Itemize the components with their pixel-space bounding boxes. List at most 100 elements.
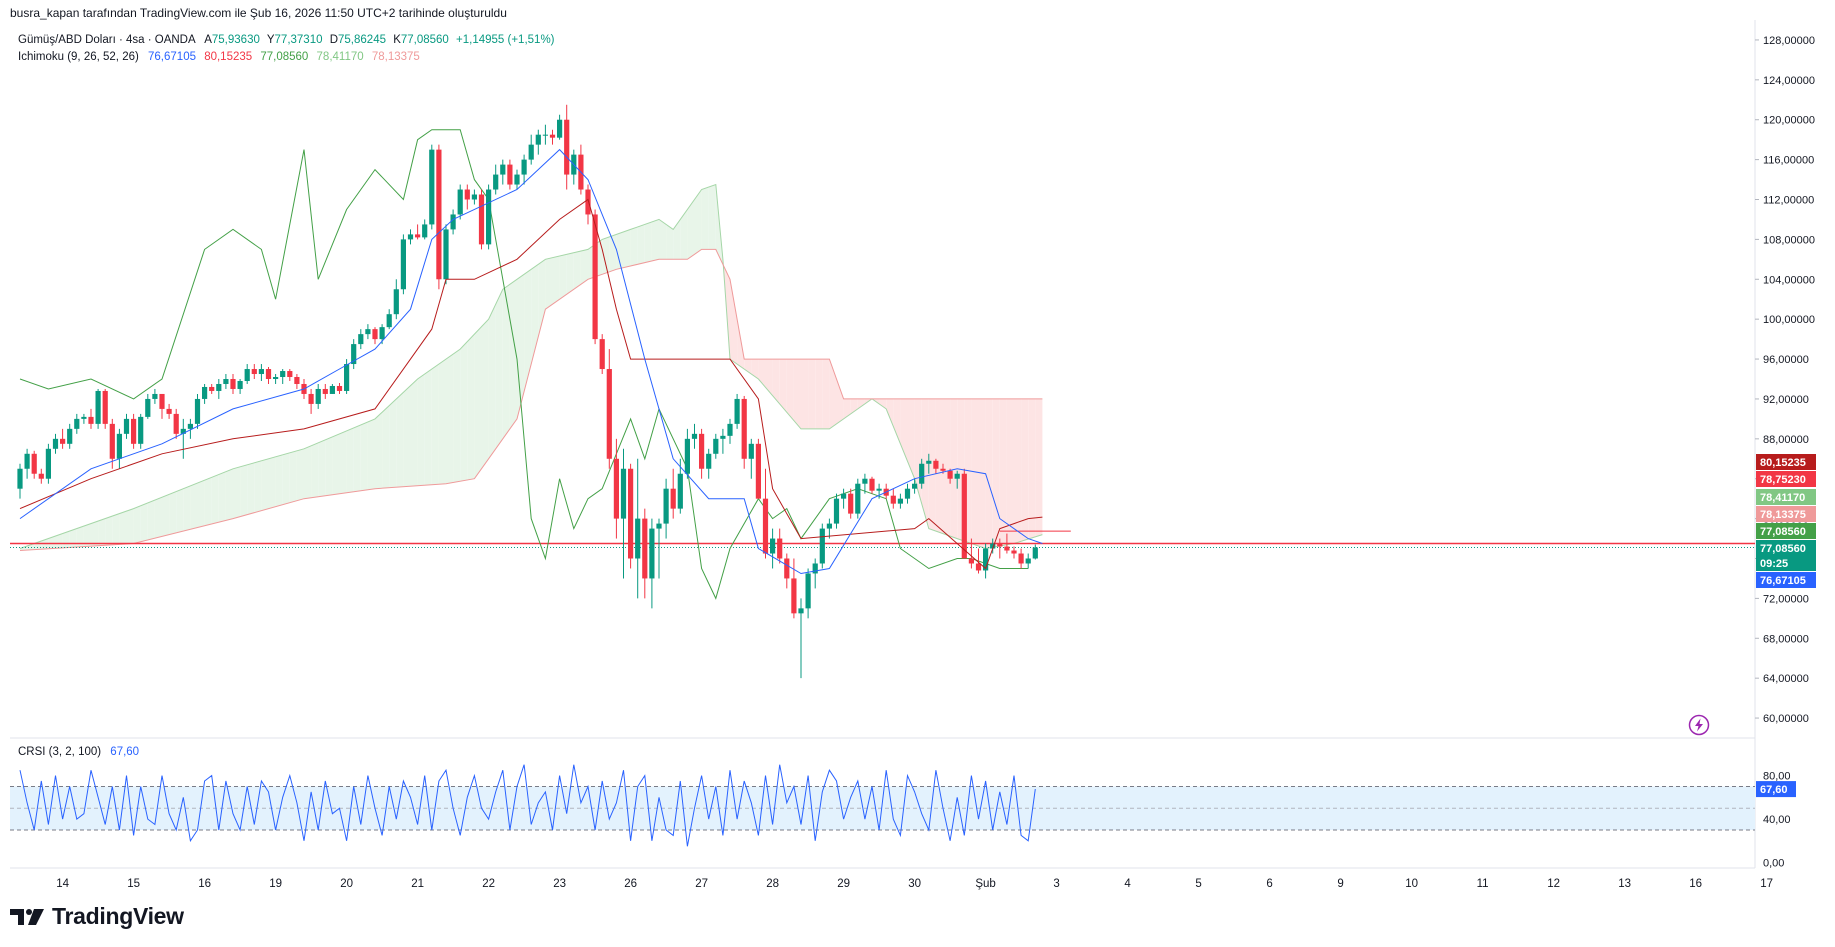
time-tick-label: 6 (1266, 878, 1272, 890)
candle-body (478, 194, 485, 245)
cloud-segment (893, 398, 901, 444)
candle-body (258, 369, 264, 375)
candle-body (443, 229, 449, 280)
ichimoku-legend[interactable]: Ichimoku (9, 26, 52, 26) 76,67105 80,152… (18, 51, 425, 63)
price-tick-label: 116,00000 (1763, 155, 1814, 167)
candle-body (400, 239, 406, 290)
cloud-segment (403, 385, 411, 487)
cloud-segment (900, 398, 908, 462)
candle-body (415, 234, 421, 238)
cloud-segment (431, 364, 439, 485)
symbol-label[interactable]: Gümüş/ABD Doları · 4sa · OANDA (18, 34, 196, 46)
candle-body (131, 418, 137, 444)
candle-body (109, 423, 115, 459)
candle-body (159, 393, 165, 409)
chart-header: busra_kapan tarafından TradingView.com i… (10, 6, 507, 20)
cloud-segment (651, 219, 659, 261)
cloud-segment (907, 398, 915, 479)
candle-body (471, 194, 477, 200)
candle-body (585, 189, 591, 215)
price-tick-label: 88,00000 (1763, 434, 1809, 446)
lightning-icon[interactable] (1688, 714, 1710, 736)
cloud-segment (822, 359, 830, 429)
crsi-line (19, 764, 1036, 847)
ohlc-close: K77,08560 (393, 34, 449, 46)
symbol-legend[interactable]: Gümüş/ABD Doları · 4sa · OANDA A75,93630… (18, 34, 559, 46)
price-tick-label: 64,00000 (1763, 673, 1809, 685)
price-tick-label: 68,00000 (1763, 633, 1809, 645)
cloud-segment (353, 424, 361, 492)
cloud-segment (495, 289, 503, 449)
candle-body (329, 385, 335, 394)
candle-body (677, 473, 683, 509)
cloud-segment (211, 474, 219, 524)
candle-body (642, 518, 648, 579)
candle-body (904, 488, 911, 499)
candle-body (628, 468, 634, 559)
cloud-segment (502, 284, 510, 439)
candle-body (393, 289, 399, 315)
candle-body (649, 528, 655, 579)
cloud-segment (730, 279, 738, 365)
cloud-segment (438, 359, 446, 485)
crsi-legend[interactable]: CRSI (3, 2, 100) 67,60 (18, 746, 144, 758)
candle-body (116, 433, 122, 459)
candle-body (493, 174, 499, 190)
candle-body (592, 214, 598, 340)
candle-body (720, 435, 726, 439)
cloud-segment (98, 518, 106, 546)
candle-body (805, 573, 811, 609)
candle-body (38, 473, 44, 479)
candle-body (336, 385, 343, 391)
cloud-segment (687, 199, 695, 260)
cloud-segment (701, 187, 709, 250)
crsi-label[interactable]: CRSI (3, 2, 100) (18, 746, 102, 758)
price-tick-label: 128,00000 (1763, 35, 1815, 47)
candle-body (216, 383, 222, 391)
cloud-segment (304, 445, 312, 499)
cloud-segment (978, 398, 986, 549)
cloud-segment (446, 354, 454, 484)
cloud-segment (247, 462, 255, 515)
ichimoku-label[interactable]: Ichimoku (9, 26, 52, 26) (18, 51, 139, 63)
cloud-segment (566, 252, 574, 295)
cloud-segment (538, 259, 546, 337)
time-tick-label: Şub (975, 878, 995, 890)
candle-body (933, 460, 939, 469)
cloud-segment (48, 536, 56, 549)
candle-body (841, 493, 847, 499)
time-tick-label: 10 (1405, 878, 1418, 890)
time-tick-label: 5 (1195, 878, 1201, 890)
candle-body (429, 149, 435, 225)
candle-body (166, 408, 172, 414)
time-tick-label: 16 (1689, 878, 1702, 890)
cloud-segment (76, 526, 84, 548)
ichimoku-span-b-value: 78,13375 (371, 51, 420, 63)
candle-body (961, 473, 967, 559)
cloud-segment (275, 454, 283, 507)
cloud-segment (509, 279, 517, 429)
candle-body (123, 418, 130, 434)
cloud-segment (850, 398, 858, 414)
candle-body (791, 578, 797, 614)
candle-body (265, 369, 272, 379)
cloud-segment (637, 224, 645, 265)
candle-body (273, 377, 279, 379)
cloud-segment (460, 341, 468, 482)
candle-body (514, 174, 520, 185)
cloud-segment (154, 497, 162, 539)
cloud-segment (886, 398, 894, 427)
cloud-segment (197, 480, 205, 528)
candle-body (436, 149, 442, 280)
ichimoku-span-a-value: 78,41170 (316, 51, 364, 63)
candle-body (138, 416, 144, 444)
candle-body (209, 386, 215, 391)
price-label-box (1756, 454, 1816, 470)
cloud-segment (268, 456, 276, 509)
tradingview-brand[interactable]: TradingView (10, 903, 184, 930)
candle-body (833, 498, 840, 524)
cloud-segment (311, 442, 319, 498)
cloud-segment (524, 269, 532, 392)
cloud-segment (296, 448, 304, 501)
